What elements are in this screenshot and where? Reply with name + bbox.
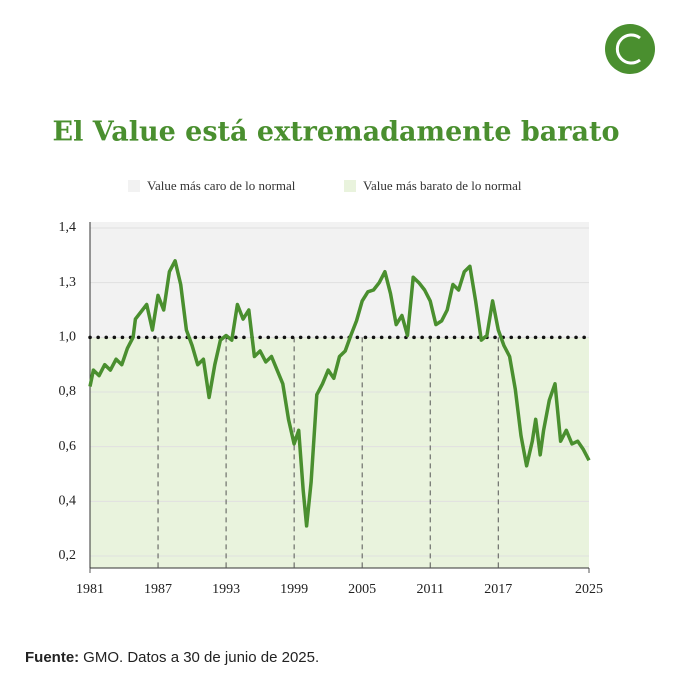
source-text: GMO. Datos a 30 de junio de 2025. [83, 649, 319, 666]
logo-c [615, 33, 641, 65]
x-tick-label: 2017 [484, 582, 512, 597]
source-label: Fuente: [25, 649, 79, 666]
x-tick-label: 1981 [76, 582, 104, 597]
y-tick-label: 0,6 [59, 439, 77, 454]
logo [605, 24, 655, 74]
source: Fuente: GMO. Datos a 30 de junio de 2025. [25, 649, 319, 666]
y-tick-label: 1,4 [59, 220, 77, 235]
x-tick-label: 2011 [416, 582, 443, 597]
logo-circle [605, 24, 655, 74]
x-tick-label: 1987 [144, 582, 172, 597]
data-line [88, 259, 591, 528]
band-cheap [90, 337, 589, 568]
x-tick-label: 2025 [575, 582, 603, 597]
y-tick-label: 1,3 [59, 275, 77, 290]
y-tick-label: 0,8 [59, 384, 77, 399]
x-tick-label: 1999 [280, 582, 308, 597]
legend-label: Value más caro de lo normal [147, 178, 296, 193]
x-tick-label: 1993 [212, 582, 240, 597]
legend-swatch [128, 180, 140, 192]
x-tick-label: 2005 [348, 582, 376, 597]
y-tick-label: 0,2 [59, 548, 77, 563]
y-tick-label: 1,0 [59, 330, 77, 345]
legend-label: Value más barato de lo normal [363, 178, 522, 193]
chart-title: El Value está extremadamente barato [53, 117, 620, 148]
legend-swatch [344, 180, 356, 192]
band-expensive [90, 222, 589, 338]
y-tick-label: 0,4 [59, 494, 77, 509]
